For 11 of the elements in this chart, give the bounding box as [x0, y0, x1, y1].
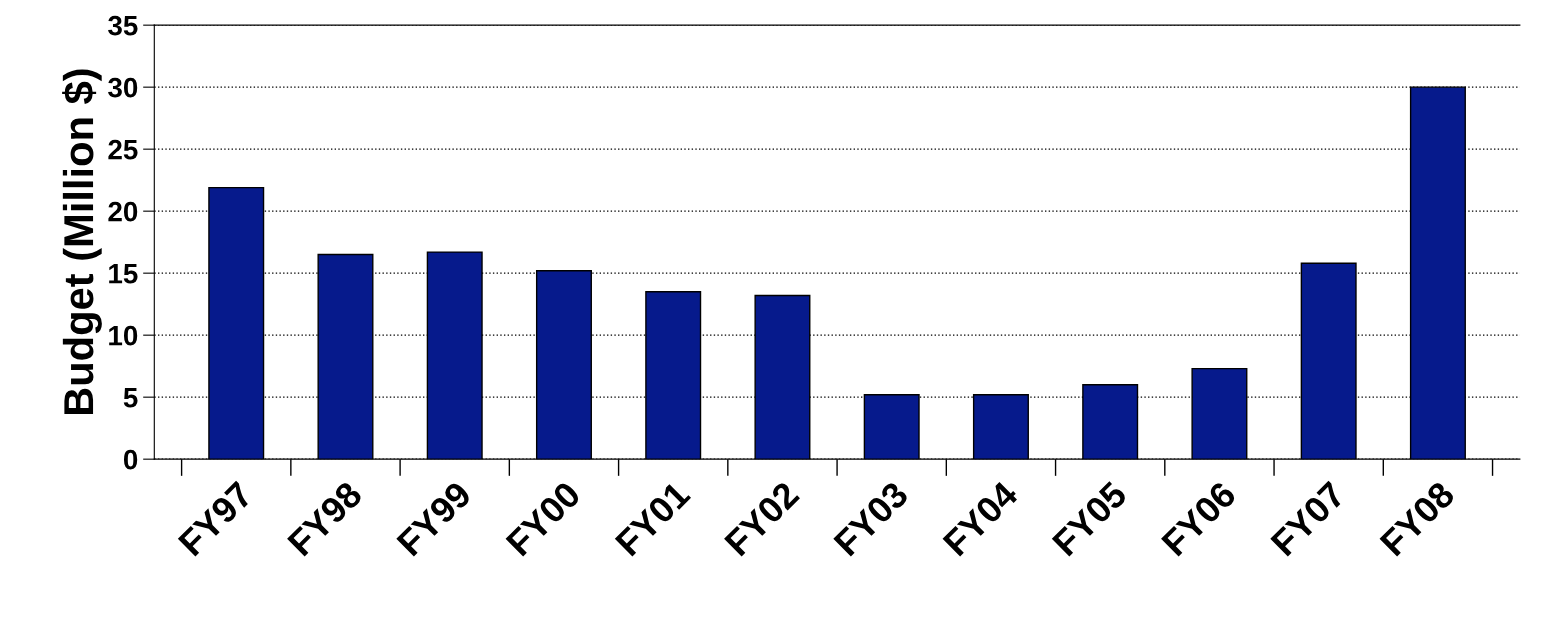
y-tick-label: 0: [123, 449, 138, 470]
y-tick-label: 25: [108, 139, 138, 160]
y-tick-label: 30: [108, 77, 138, 98]
y-tick-label: 15: [109, 264, 138, 284]
y-tick-label: 35: [108, 15, 138, 36]
y-tick-label: 5: [123, 388, 138, 408]
bar: [1082, 384, 1139, 460]
y-tick-label: 20: [108, 201, 138, 222]
y-tick-label: 10: [109, 325, 138, 346]
y-axis-title: Budget (Million $): [62, 69, 102, 415]
bar: [426, 251, 483, 460]
